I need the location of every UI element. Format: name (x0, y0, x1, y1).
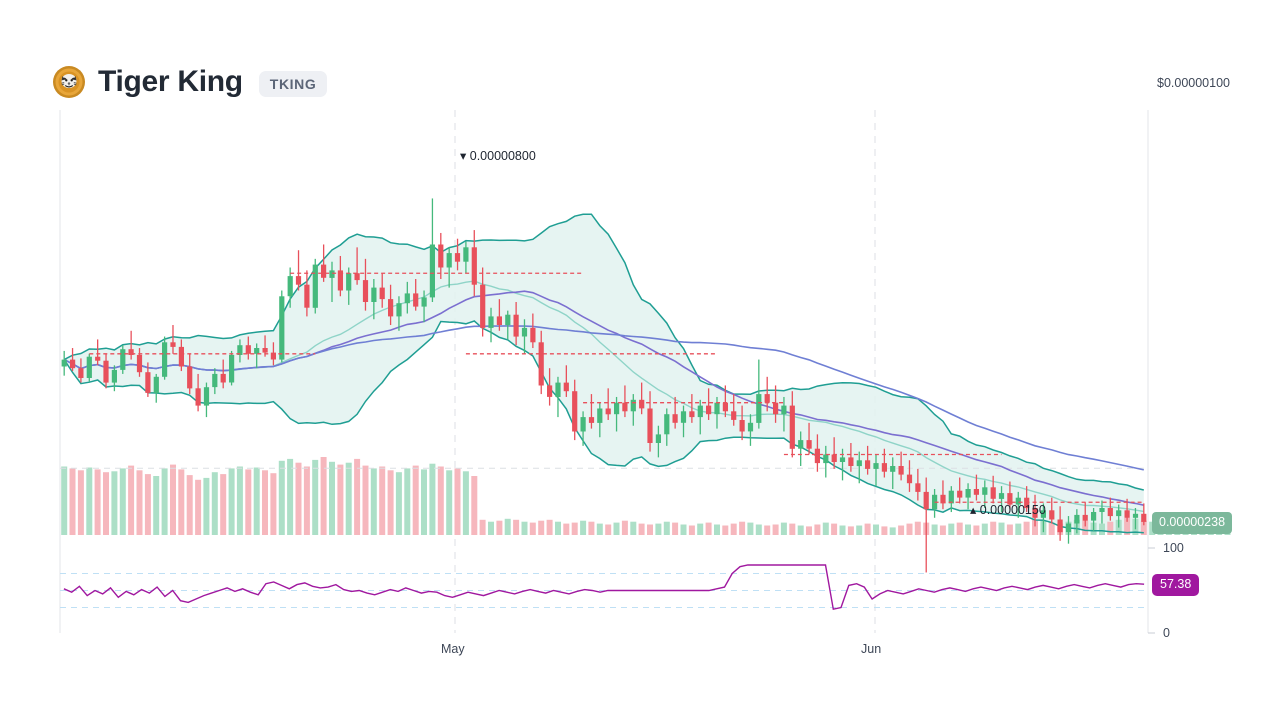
price-axis-tick: $0.00000100 (1157, 76, 1230, 91)
rsi-axis-tick: 100 (1163, 541, 1184, 555)
period-high-annotation: ▾ 0.00000800 (460, 149, 536, 163)
ticker-badge: TKING (258, 70, 328, 97)
page-title: Tiger King (98, 65, 243, 98)
date-axis-tick: May (441, 642, 465, 656)
rsi-axis-tick: 0 (1163, 626, 1170, 640)
tiger-coin-icon (52, 65, 86, 99)
period-low-annotation: ▴ 0.00000150 (970, 503, 1046, 517)
rsi-value-badge: 57.38 (1152, 574, 1200, 597)
current-price-badge: 0.00000238 (1152, 511, 1233, 534)
price-chart-svg[interactable] (0, 105, 1280, 665)
chart-container[interactable] (0, 105, 1280, 665)
coin-header: Tiger King TKING (52, 60, 328, 104)
date-axis-tick: Jun (861, 642, 882, 656)
